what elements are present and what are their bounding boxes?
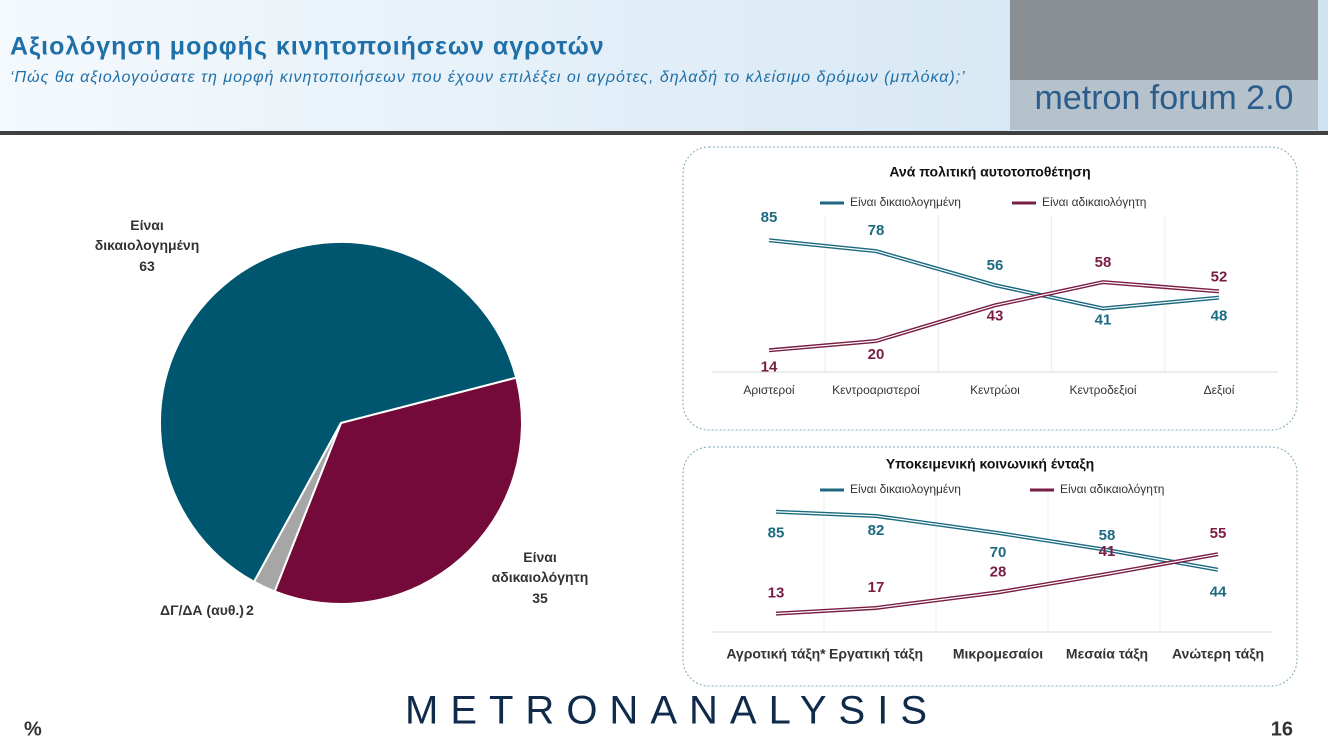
slice-label: Είναι αδικαιολόγητη	[491, 549, 589, 585]
chart-frame	[682, 446, 1298, 687]
data-label: 48	[1211, 308, 1228, 325]
slice-label: Είναι δικαιολογημένη	[94, 217, 200, 253]
logo-text: metron forum 2.0	[1035, 79, 1294, 117]
x-tick-label: Κεντροδεξιοί	[1069, 383, 1136, 397]
legend-label: Είναι αδικαιολόγητη	[1060, 482, 1164, 496]
x-tick-label: Ανώτερη τάξη	[1172, 646, 1264, 662]
data-label: 70	[990, 544, 1007, 561]
x-tick-label: Κεντρώοι	[970, 383, 1020, 397]
logo-strip	[1010, 80, 1318, 130]
data-label: 44	[1210, 584, 1227, 601]
data-label: 85	[768, 525, 785, 542]
series-line-core	[768, 239, 1220, 310]
brand-logo: METRONANALYSIS	[405, 689, 939, 733]
x-tick-label: Αγροτική τάξη*	[726, 646, 826, 662]
x-tick-label: Δεξιοί	[1204, 383, 1235, 397]
data-label: 85	[761, 209, 778, 226]
legend-label: Είναι δικαιολογημένη	[850, 482, 961, 496]
data-label: 28	[990, 563, 1007, 580]
legend-label: Είναι αδικαιολόγητη	[1042, 195, 1146, 209]
chart-frame	[682, 146, 1298, 431]
data-label: 41	[1095, 311, 1112, 328]
data-label: 14	[761, 358, 778, 375]
x-tick-label: Κεντροαριστεροί	[832, 383, 920, 397]
data-label: 58	[1095, 254, 1112, 271]
chart-title: Ανά πολιτική αυτοτοποθέτηση	[889, 164, 1090, 180]
series-line	[768, 238, 1220, 311]
series-line-core	[768, 281, 1220, 351]
data-label: 82	[868, 522, 885, 539]
header-rule	[0, 131, 1328, 135]
legend-label: Είναι δικαιολογημένη	[850, 195, 961, 209]
pie-slice	[252, 422, 342, 593]
slice-value: 63	[139, 258, 155, 274]
data-label: 52	[1211, 268, 1228, 285]
data-label: 58	[1099, 527, 1116, 544]
x-tick-label: Μεσαία τάξη	[1066, 646, 1148, 662]
slide-subtitle: ‘Πώς θα αξιολογούσατε τη μορφή κινητοποι…	[10, 69, 966, 86]
data-label: 43	[987, 307, 1004, 324]
slice-value: 35	[532, 590, 548, 606]
data-label: 41	[1099, 543, 1116, 560]
series-line-core	[775, 553, 1219, 615]
series-line	[775, 509, 1219, 572]
chart-title: Υποκειμενική κοινωνική ένταξη	[886, 456, 1094, 472]
x-tick-label: Εργατική τάξη	[829, 646, 923, 662]
data-label: 56	[987, 257, 1004, 274]
pie-slice	[159, 241, 518, 584]
series-line-core	[775, 511, 1219, 571]
unit-label: %	[24, 718, 42, 740]
slice-value: 2	[246, 602, 254, 618]
slide-title: Αξιολόγηση μορφής κινητοποιήσεων αγροτών	[10, 33, 605, 61]
x-tick-label: Μικρομεσαίοι	[953, 646, 1043, 662]
x-tick-label: Αριστεροί	[743, 383, 794, 397]
pie-slice	[273, 376, 523, 605]
slice-label: ΔΓ/ΔΑ (αυθ.)	[160, 602, 244, 618]
data-label: 55	[1210, 525, 1227, 542]
data-label: 78	[868, 222, 885, 239]
data-label: 13	[768, 585, 785, 602]
data-label: 17	[868, 579, 885, 596]
data-label: 20	[868, 346, 885, 363]
page-number: 16	[1271, 718, 1293, 740]
